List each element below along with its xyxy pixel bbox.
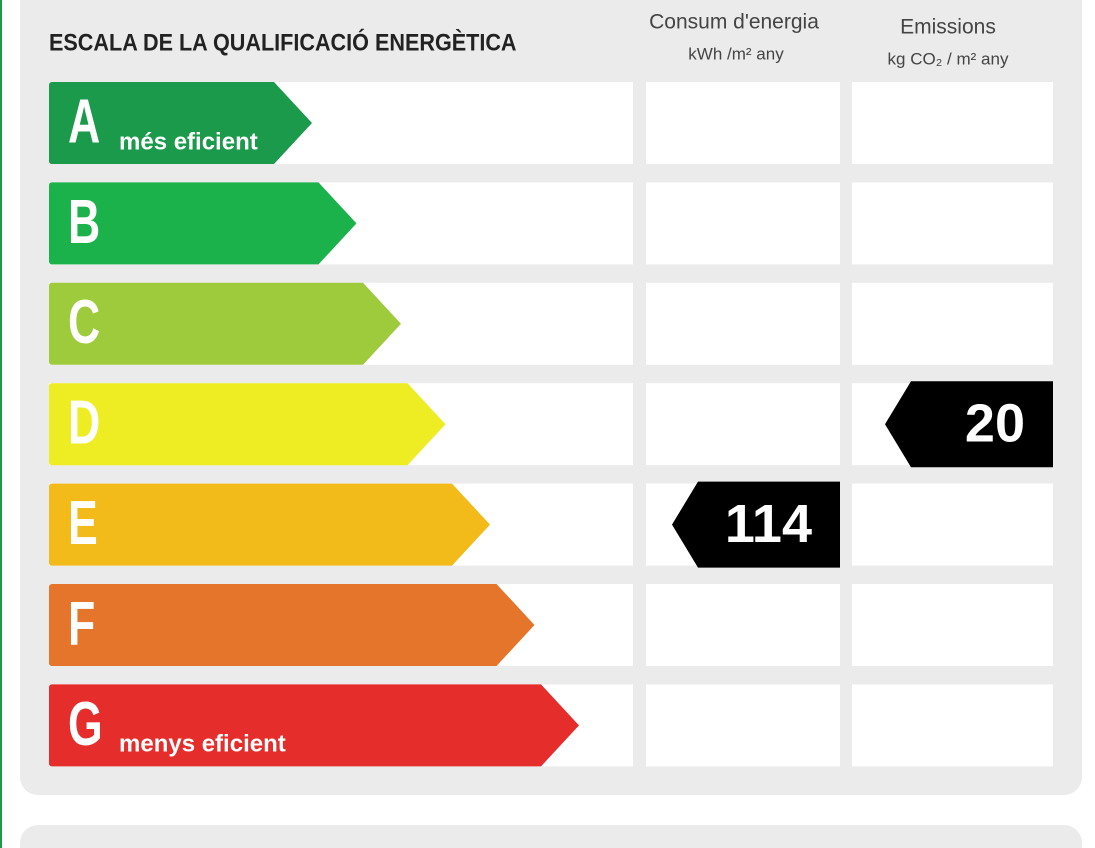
grade-arrow [49, 282, 401, 365]
grade-note: més eficient [119, 128, 258, 155]
edge-line [0, 0, 2, 848]
column-name: Emissions [900, 16, 996, 39]
grade-note: menys eficient [119, 731, 286, 758]
grade-letter: E [68, 489, 98, 558]
grade-arrow [49, 383, 446, 466]
column-unit: kWh /m² any [688, 44, 784, 63]
cell [852, 483, 1053, 566]
rating-value: 114 [725, 494, 812, 554]
cell [852, 82, 1053, 164]
column-name: Consum d'energia [649, 11, 819, 34]
grade-letter: C [68, 288, 100, 357]
grade-arrow [49, 684, 579, 767]
panel-next [20, 825, 1082, 848]
title: ESCALA DE LA QUALIFICACIÓ ENERGÈTICA [49, 28, 517, 55]
cell [852, 182, 1053, 265]
rating-value: 20 [965, 393, 1025, 453]
cell [646, 282, 840, 365]
column-unit: kg CO₂ / m² any [888, 49, 1009, 68]
rating-arrow [885, 381, 1053, 468]
rating-arrow [672, 481, 840, 568]
cell [852, 282, 1053, 365]
cell [852, 684, 1053, 767]
cell [646, 182, 840, 265]
grade-arrow [49, 483, 490, 566]
grade-letter: F [68, 589, 95, 658]
grade-letter: G [68, 690, 103, 759]
grade-arrow [49, 82, 312, 164]
cell [646, 684, 840, 767]
grade-arrow [49, 182, 357, 265]
cell [646, 82, 840, 164]
cell [646, 383, 840, 466]
grade-letter: D [68, 388, 100, 457]
cell [646, 584, 840, 666]
cell [852, 584, 1053, 666]
grade-letter: A [68, 87, 100, 156]
grade-letter: B [68, 188, 100, 257]
grade-arrow [49, 584, 535, 666]
